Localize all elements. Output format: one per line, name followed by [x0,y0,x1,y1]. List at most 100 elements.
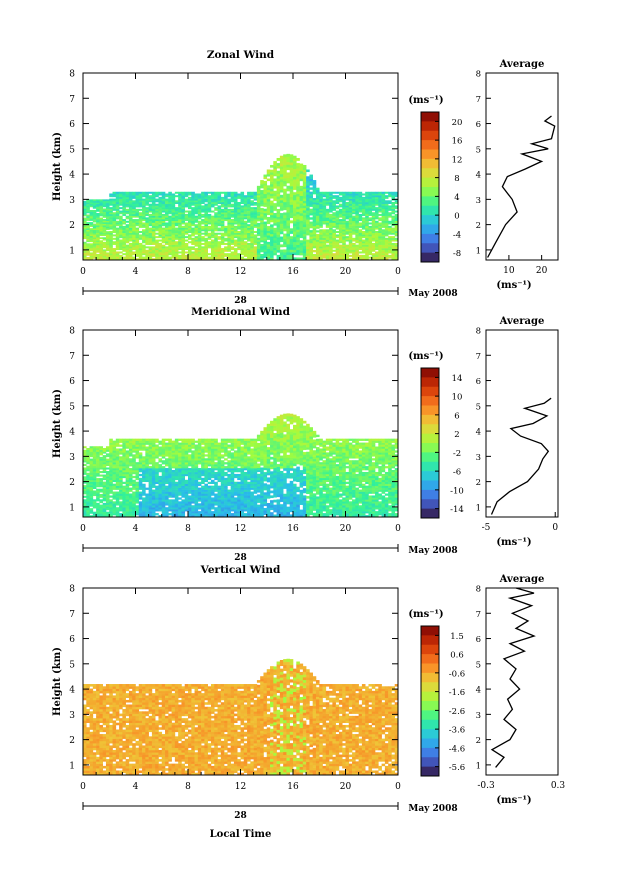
x-tick-label: 12 [235,782,246,792]
average-frame [485,587,559,776]
colorbar-tick-label: 0 [454,212,459,222]
colorbar-tick-label: 4 [454,193,459,203]
x-tick-label: 16 [287,267,299,277]
colorbar-unit: (ms⁻¹) [408,351,443,362]
heatmap-field [83,658,399,776]
y-tick-label: 7 [69,352,75,362]
colorbar-tick-label: 16 [452,137,463,147]
y-tick-label: 5 [69,402,75,412]
average-y-tick-label: 7 [476,352,481,362]
average-profile-line [487,115,556,258]
average-y-tick-label: 5 [476,402,481,412]
colorbar-tick-label: -1.6 [449,688,465,698]
panel-title: Vertical Wind [200,564,281,576]
average-y-tick-label: 3 [476,196,481,206]
x-axis-label: Local Time [210,829,272,840]
average-y-tick-label: 4 [476,686,481,696]
colorbar [420,111,440,263]
y-tick-label: 5 [69,660,75,670]
colorbar-tick-label: 10 [452,393,463,403]
date-label: May 2008 [408,804,457,814]
average-y-tick-label: 1 [476,761,481,771]
average-y-tick-label: 3 [476,711,481,721]
x-tick-label: 12 [235,267,246,277]
average-profile-line [490,397,552,515]
heatmap-field [83,413,399,518]
y-tick-label: 8 [69,70,75,80]
average-y-tick-label: 2 [476,736,481,746]
average-title: Average [499,59,545,70]
average-y-tick-label: 4 [476,171,481,181]
colorbar-tick-label: -6 [453,468,461,478]
x-tick-label: 4 [133,524,139,534]
colorbar-tick-label: 12 [452,155,463,165]
colorbar-tick-label: 8 [454,174,459,184]
x-tick-label: 0 [80,782,86,792]
average-profile-line [490,587,536,768]
y-tick-label: 4 [69,171,75,181]
colorbar-tick-label: -14 [450,505,464,515]
average-y-tick-label: 8 [476,327,481,337]
y-tick-label: 7 [69,610,75,620]
x-tick-label: 20 [340,782,352,792]
average-y-tick-label: 5 [476,660,481,670]
x-tick-label: 0 [395,267,401,277]
day-label: 28 [234,553,247,563]
y-tick-label: 6 [69,635,75,645]
y-tick-label: 6 [69,120,75,130]
average-frame [485,72,559,261]
y-tick-label: 8 [69,327,75,337]
colorbar-tick-label: -2.6 [449,707,465,717]
x-tick-label: 8 [185,782,191,792]
average-title: Average [499,316,545,327]
average-y-tick-label: 2 [476,478,481,488]
y-tick-label: 2 [69,221,75,231]
colorbar-tick-label: 20 [452,118,463,128]
average-y-tick-label: 1 [476,246,481,256]
colorbar [420,367,440,519]
average-y-tick-label: 8 [476,70,481,80]
colorbar-unit: (ms⁻¹) [408,609,443,620]
heatmap-field [83,153,399,261]
colorbar-tick-label: -3.6 [449,726,465,736]
average-x-tick-label: 20 [536,266,548,276]
y-tick-label: 2 [69,736,75,746]
colorbar-tick-label: 6 [454,411,459,421]
x-tick-label: 8 [185,524,191,534]
x-tick-label: 16 [287,782,299,792]
average-x-tick-label: -5 [482,523,491,533]
average-x-tick-label: 10 [503,266,515,276]
average-x-tick-label: 0 [552,523,558,533]
average-panel: Average 1 2 3 4 5 6 7 8 -5 0 (ms⁻¹) [476,316,559,548]
average-panel: Average 1 2 3 4 5 6 7 8 -0.3 0.3 (ms⁻¹) [476,574,566,806]
y-tick-label: 3 [69,453,75,463]
date-label: May 2008 [408,289,457,299]
colorbar-tick-label: -0.6 [449,669,465,679]
colorbar-tick-label: -4 [453,230,461,240]
x-tick-label: 8 [185,267,191,277]
average-y-tick-label: 4 [476,428,481,438]
x-tick-label: 0 [80,524,86,534]
average-y-tick-label: 8 [476,585,481,595]
average-x-label: (ms⁻¹) [496,537,531,548]
x-tick-label: 4 [133,267,139,277]
average-frame [485,329,559,518]
y-tick-label: 1 [69,761,75,771]
average-title: Average [499,574,545,585]
panel-title: Meridional Wind [191,306,290,318]
y-tick-label: 4 [69,428,75,438]
average-x-label: (ms⁻¹) [496,280,531,291]
colorbar-tick-label: 1.5 [450,632,464,642]
day-label: 28 [234,296,247,306]
x-tick-label: 0 [395,524,401,534]
y-tick-label: 6 [69,377,75,387]
y-tick-label: 1 [69,503,75,513]
y-tick-label: 7 [69,95,75,105]
average-y-tick-label: 7 [476,95,481,105]
y-tick-label: 3 [69,196,75,206]
colorbar-tick-label: 0.6 [450,651,464,661]
y-axis-label: Height (km) [52,647,63,716]
average-x-tick-label: -0.3 [477,781,495,791]
